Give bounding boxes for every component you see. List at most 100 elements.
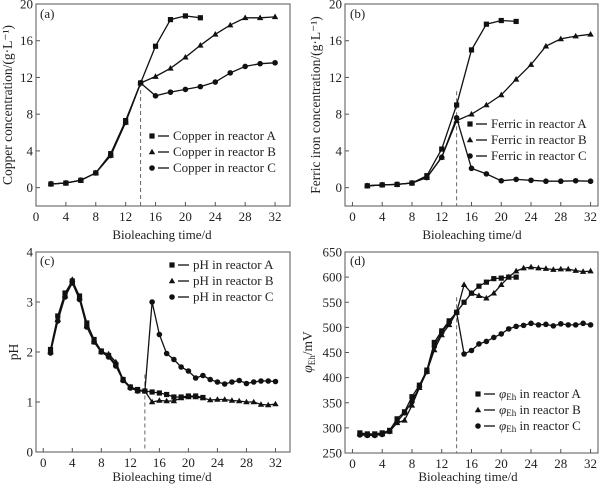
panel-d-data-point: [379, 431, 386, 438]
panel-c-data-point: [105, 354, 112, 360]
panel-d-legend-label: φEh in reactor A: [499, 386, 581, 402]
panel-d-data-point: [513, 323, 519, 330]
panel-c-data-point: [149, 299, 155, 305]
panel-b-data-point: [557, 35, 564, 42]
legend-phi-symbol: φ: [499, 402, 506, 417]
panel-d-ytick-label: 350: [323, 395, 343, 410]
panel-a-xtick-label: 24: [209, 209, 223, 224]
panel-d-data-point: [498, 331, 505, 337]
panel-c-data-point: [250, 379, 257, 385]
panel-d-ytick-label: 250: [323, 446, 343, 461]
panel-c-data-point: [156, 397, 163, 403]
panel-c-data-point: [69, 276, 76, 282]
panel-b-xtick-label: 28: [554, 209, 567, 224]
panel-d-data-point: [572, 267, 579, 273]
panel-a-data-point: [257, 60, 263, 67]
panel-b-ytick-label: 4: [336, 143, 343, 158]
panel-c-data-point: [229, 379, 235, 385]
panel-b-data-point: [513, 18, 519, 25]
panel-a-data-point: [212, 31, 219, 37]
panel-b-xlabel: Bioleaching time/d: [422, 227, 522, 242]
panel-d-data-point: [505, 273, 512, 280]
panel-d-xtick-label: 16: [465, 456, 479, 471]
panel-a-data-point: [122, 119, 129, 126]
legend-subscript: Eh: [506, 424, 516, 434]
panel-b-data-point: [543, 178, 549, 185]
panel-a-label: (a): [40, 6, 54, 21]
panel-b-ytick-label: 0: [336, 180, 343, 195]
panel-c-data-point: [221, 381, 228, 387]
panel-c-data-point: [163, 350, 170, 357]
panel-d-xtick-label: 12: [435, 456, 448, 471]
panel-a-xtick-label: 8: [93, 209, 100, 224]
panel-c-data-point: [164, 391, 170, 398]
panel-c-ytick-label: 0: [27, 445, 34, 460]
panel-a-data-point: [256, 14, 264, 21]
panel-b-ytick-label: 20: [329, 0, 342, 12]
panel-a-xtick-label: 20: [179, 209, 192, 224]
panel-b-ytick-label: 16: [329, 33, 343, 48]
panel-b-series-c: [364, 115, 594, 189]
panel-d-data-point: [409, 398, 415, 405]
panel-d-xtick-label: 28: [554, 456, 567, 471]
panel-c-series-line: [49, 279, 204, 399]
panel-d-data-point: [520, 264, 527, 271]
panel-c-data-point: [171, 394, 177, 400]
panel-c-data-point: [54, 318, 61, 324]
panel-b-ytick-label: 8: [336, 107, 343, 122]
panel-a-data-point: [197, 42, 204, 48]
panel-b-plot-frame: [344, 3, 599, 207]
panel-d-data-point: [386, 428, 393, 435]
panel-a-plot-frame: [35, 3, 291, 207]
panel-d-data-point: [542, 265, 550, 271]
panel-a-data-point: [152, 43, 159, 49]
legend-label-rest: in reactor B: [516, 402, 581, 417]
panel-d-data-point: [394, 419, 400, 425]
panel-d-ytick-label: 300: [323, 420, 343, 435]
panel-c-data-point: [163, 397, 170, 404]
panel-a-data-point: [182, 13, 189, 19]
panel-b-label: (b): [350, 6, 365, 21]
panel-d-legend-marker-triangle: [474, 406, 482, 413]
panel-d-data-point: [408, 401, 416, 408]
panel-c-xtick-label: 28: [240, 455, 253, 470]
panel-d-xtick-label: 0: [349, 456, 356, 471]
panel-a-data-point: [92, 170, 99, 176]
panel-d-xtick-label: 20: [495, 456, 508, 471]
panel-c-data-point: [236, 397, 243, 404]
panel-d-data-point: [461, 299, 467, 305]
panel-b-data-point: [527, 61, 535, 67]
panel-c-xtick-label: 12: [124, 455, 137, 470]
panel-d-data-point: [557, 265, 564, 272]
panel-d-data-point: [401, 410, 408, 416]
panel-c-data-point: [250, 398, 257, 405]
panel-d-data-point: [498, 281, 505, 287]
panel-c-data-point: [236, 377, 242, 384]
panel-c-xtick-label: 20: [182, 455, 195, 470]
panel-c-data-point: [91, 339, 97, 345]
panel-c-data-point: [258, 378, 264, 384]
panel-a-legend-marker-circle: [149, 165, 155, 171]
panel-a-legend-marker-square: [149, 133, 155, 139]
panel-c-ytick-label: 2: [27, 345, 34, 360]
panel-b-series-b: [364, 31, 594, 189]
panel-b-xtick-label: 12: [435, 209, 448, 224]
panel-b-xtick-label: 24: [525, 209, 539, 224]
panel-c-data-point: [185, 393, 192, 400]
panel-b-xtick-label: 32: [584, 209, 597, 224]
panel-d-ylabel-unit: /mV: [300, 331, 315, 355]
panel-c-data-point: [156, 390, 162, 396]
panel-d-legend-label: φEh in reactor B: [499, 402, 581, 418]
panel-b-data-point: [483, 101, 490, 108]
panel-b-data-point: [542, 42, 550, 49]
panel-c-data-point: [221, 396, 228, 402]
panel-c-label: (c): [40, 253, 54, 268]
panel-c-xtick-label: 0: [40, 455, 47, 470]
panel-c-xtick-label: 24: [211, 455, 225, 470]
panel-a-data-point: [152, 93, 159, 99]
panel-a-data-point: [182, 53, 189, 60]
panel-c-ytick-label: 3: [27, 295, 34, 310]
panel-b-legend-marker-square: [467, 121, 473, 127]
